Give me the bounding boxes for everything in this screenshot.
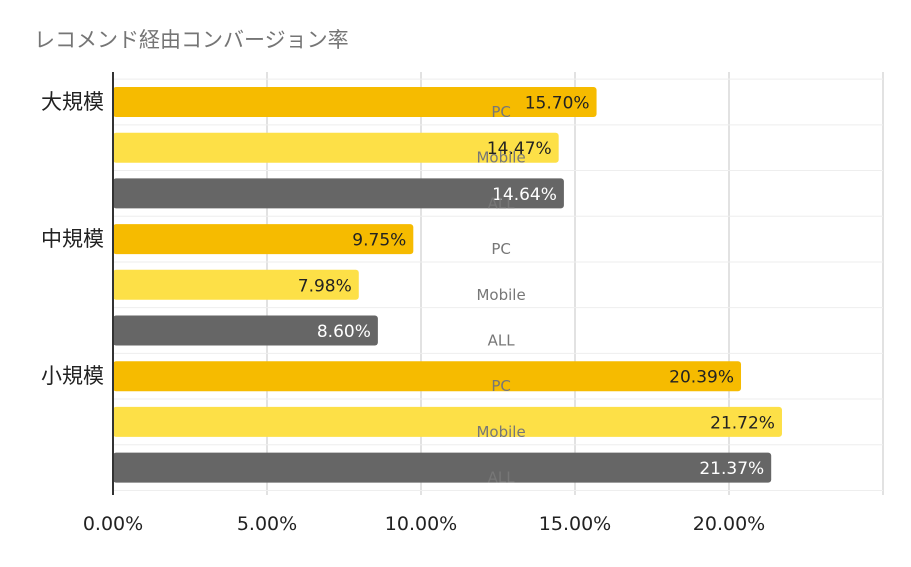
subcategory-label: Mobile bbox=[476, 423, 525, 441]
bar bbox=[113, 87, 597, 117]
group-label: 大規模 bbox=[41, 90, 104, 114]
bar bbox=[113, 224, 414, 255]
bar bbox=[113, 269, 359, 300]
subcategory-label: ALL bbox=[488, 194, 516, 212]
x-tick-label: 0.00% bbox=[83, 513, 143, 535]
bar bbox=[113, 178, 564, 209]
bar-layer bbox=[113, 87, 782, 483]
subcategory-label: ALL bbox=[488, 469, 516, 487]
bar-value-label: 14.47% bbox=[487, 139, 552, 159]
bar-value-label: 9.75% bbox=[352, 231, 406, 251]
x-tick-label: 20.00% bbox=[693, 513, 765, 535]
x-tick-label: 15.00% bbox=[539, 513, 611, 535]
bar-value-label: 21.37% bbox=[699, 459, 764, 479]
bar-value-label: 15.70% bbox=[525, 94, 590, 114]
x-tick-label: 10.00% bbox=[385, 513, 457, 535]
subcategory-label: PC bbox=[491, 103, 511, 121]
bar-value-label: 20.39% bbox=[669, 368, 734, 388]
bar bbox=[113, 361, 742, 392]
subcategory-label: PC bbox=[491, 377, 511, 395]
bar bbox=[113, 132, 559, 163]
bar-value-label: 14.64% bbox=[492, 185, 557, 205]
subcategory-label: ALL bbox=[488, 332, 516, 350]
bar-value-label: 7.98% bbox=[298, 276, 352, 296]
chart-title: レコメンド経由コンバージョン率 bbox=[34, 28, 349, 52]
bar-value-label: 8.60% bbox=[317, 322, 371, 342]
bar bbox=[113, 452, 772, 483]
group-label: 中規模 bbox=[41, 227, 104, 251]
bar bbox=[113, 315, 378, 346]
bar-value-label: 21.72% bbox=[710, 413, 775, 433]
bar bbox=[113, 406, 782, 437]
grid-layer bbox=[113, 72, 884, 495]
subcategory-label: Mobile bbox=[476, 149, 525, 167]
x-tick-label: 5.00% bbox=[237, 513, 297, 535]
subcategory-label: PC bbox=[491, 240, 511, 258]
group-label: 小規模 bbox=[41, 364, 104, 388]
subcategory-label: Mobile bbox=[476, 286, 525, 304]
